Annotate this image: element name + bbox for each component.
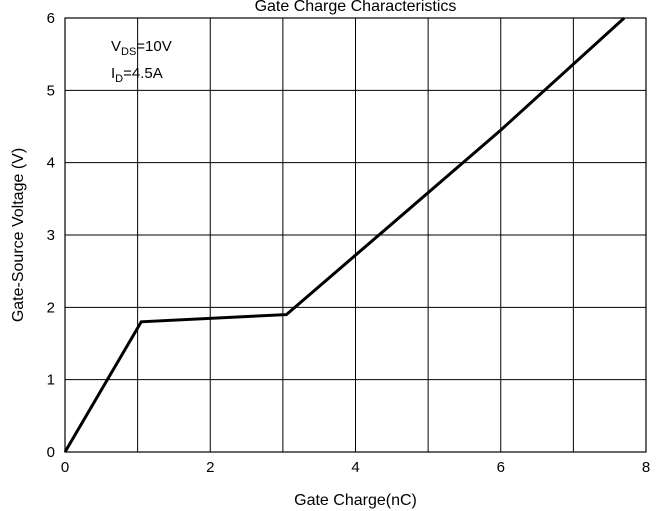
y-tick-label-5: 5 [47,82,55,99]
x-tick-label-4: 8 [642,459,650,476]
x-tick-label-3: 6 [497,459,505,476]
y-tick-label-4: 4 [47,155,55,172]
annotation-id-rest: =4.5A [123,65,163,82]
tick-labels: 0 2 4 6 8 0 1 2 3 4 5 6 [47,10,651,476]
annotation-id: ID=4.5A [111,65,163,85]
chart-title: Gate Charge Characteristics [255,0,457,15]
y-tick-label-2: 2 [47,299,55,316]
y-axis-label: Gate-Source Voltage (V) [10,148,27,322]
annotation-vds-main: V [111,38,121,55]
series-line-0 [63,16,626,453]
y-tick-label-6: 6 [47,10,55,27]
x-tick-label-1: 2 [206,459,214,476]
annotation-vds: VDS=10V [111,38,172,58]
grid-lines [64,17,647,453]
y-tick-label-0: 0 [47,444,55,461]
series-layer [63,16,626,453]
annotation-id-main: I [111,65,115,82]
annotation-vds-rest: =10V [136,38,171,55]
annotation-vds-sub: DS [121,46,136,58]
x-axis-label: Gate Charge(nC) [294,492,417,509]
y-tick-label-1: 1 [47,372,55,389]
annotation-id-sub: D [115,73,123,85]
y-tick-label-3: 3 [47,227,55,244]
x-tick-label-0: 0 [61,459,69,476]
plot-frame [64,17,647,453]
x-tick-label-2: 4 [351,459,359,476]
